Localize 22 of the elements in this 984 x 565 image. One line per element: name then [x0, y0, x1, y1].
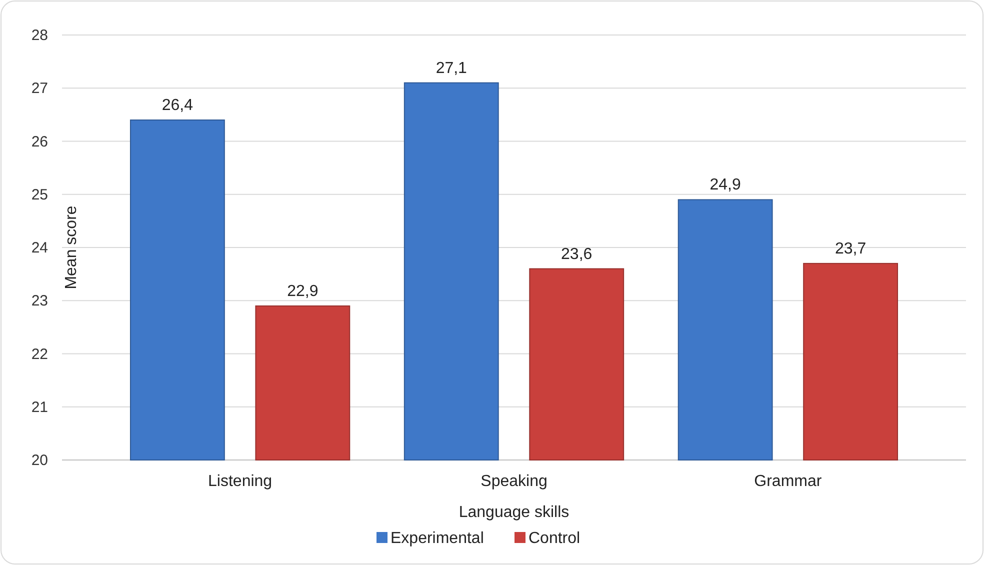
- data-label: 26,4: [162, 97, 194, 114]
- legend-label: Experimental: [390, 530, 484, 547]
- data-label: 23,6: [561, 246, 592, 263]
- x-tick-label: Listening: [208, 473, 272, 490]
- y-axis-title: Mean score: [63, 206, 80, 290]
- y-tick-label: 28: [31, 27, 48, 44]
- y-tick-label: 21: [31, 398, 48, 416]
- data-label: 24,9: [710, 176, 741, 194]
- y-tick-label: 26: [31, 133, 48, 150]
- y-tick-label: 22: [31, 346, 48, 363]
- y-tick-label: 23: [31, 292, 48, 310]
- y-tick-label: 24: [31, 240, 48, 256]
- x-tick-label: Speaking: [480, 473, 548, 490]
- x-axis-title: Language skills: [458, 504, 570, 521]
- y-tick-label: 20: [31, 452, 48, 469]
- x-tick-label: Grammar: [754, 473, 822, 490]
- legend-label: Control: [528, 530, 580, 547]
- y-tick-label: 25: [31, 186, 48, 204]
- data-label: 23,7: [834, 240, 866, 258]
- data-label: 22,9: [287, 282, 318, 300]
- data-label: 27,1: [436, 60, 468, 77]
- y-tick-label: 27: [31, 80, 48, 98]
